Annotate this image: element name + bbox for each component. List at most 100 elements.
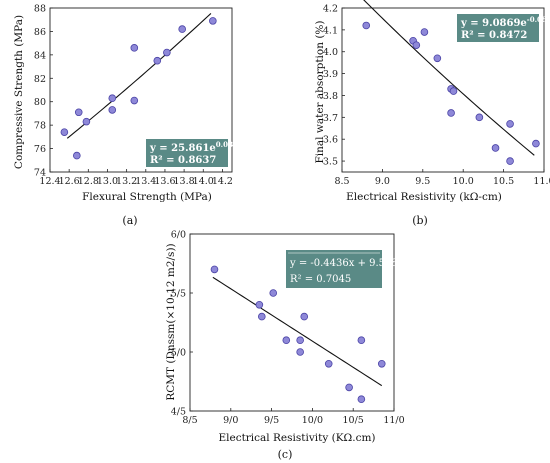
y-axis-label-b: Final water absorption (%) xyxy=(314,20,326,163)
chart-panel-a: 12.412.612.813.013.213.413.613.814.014.2… xyxy=(13,4,248,228)
x-tick-label: 14.0 xyxy=(193,176,214,187)
plot-frame-c xyxy=(189,233,395,412)
data-point xyxy=(345,383,353,392)
fit-equation-exp-b: -0.087x xyxy=(527,15,550,24)
data-point xyxy=(73,151,81,160)
x-tick-label: 13.6 xyxy=(154,176,175,187)
data-point xyxy=(296,348,304,356)
data-point xyxy=(108,94,117,102)
equation-box-b xyxy=(457,14,539,42)
x-tick-label: 12.4 xyxy=(39,176,60,187)
fit-line-b xyxy=(363,0,535,156)
y-tick-label: 6/0 xyxy=(171,230,186,241)
r-squared-c: R² = 0.7045 xyxy=(290,274,351,285)
data-point xyxy=(255,300,264,309)
x-tick-label: 13.8 xyxy=(174,176,195,187)
panel-label-b: (b) xyxy=(412,214,428,227)
x-tick-label: 9/5 xyxy=(264,415,279,426)
y-tick-label: 76 xyxy=(34,144,46,155)
data-point xyxy=(210,265,219,274)
y-tick-label: 3.5 xyxy=(323,157,338,168)
fit-equation-a: y = 25.861e0.0866x xyxy=(149,140,248,154)
data-point xyxy=(153,56,162,65)
y-tick-label: 84 xyxy=(34,50,46,61)
chart-panel-c: 8/5 9/0 9/5 10/0 10/5 11/0 4/5 5/0 5/5 6/0 Elect… xyxy=(165,230,405,462)
data-point xyxy=(491,144,500,152)
data-point xyxy=(258,312,266,321)
y-ticks-c: 4/5 5/0 5/5 6/0 xyxy=(171,230,193,418)
y-ticks-b: 3.5 3.6 3.7 3.8 3.9 4.0 4.1 4.2 xyxy=(323,4,345,168)
y-tick-label: 5/5 xyxy=(171,289,186,300)
y-tick-label: 80 xyxy=(34,97,46,108)
x-tick-label: 9.5 xyxy=(415,176,430,187)
x-tick-label: 10/5 xyxy=(343,415,364,426)
x-tick-label: 8/5 xyxy=(182,415,197,426)
data-point xyxy=(357,336,366,345)
fit-equation-b: y = 9.0869e-0.087x xyxy=(460,15,550,29)
equation-box-c xyxy=(286,250,382,288)
y-tick-label: 4/5 xyxy=(171,407,186,418)
x-axis-label-b: Electrical Resistivity (kΩ-cm) xyxy=(346,191,502,203)
data-point xyxy=(163,48,171,57)
panel-label-c: (c) xyxy=(278,448,293,461)
data-point xyxy=(433,54,442,63)
data-point xyxy=(532,139,540,148)
x-tick-label: 11.0 xyxy=(533,176,550,187)
x-tick-label: 9/0 xyxy=(223,415,238,426)
data-point xyxy=(74,108,83,117)
r-squared-b: R² = 0.8472 xyxy=(461,30,527,41)
data-point xyxy=(130,44,139,52)
y-axis-label-a: Compressive Strength (MPa) xyxy=(13,15,25,169)
plot-frame-b xyxy=(341,7,545,173)
x-tick-label: 13.4 xyxy=(135,176,156,187)
data-points-c xyxy=(210,265,386,404)
y-tick-label: 3.8 xyxy=(323,91,338,102)
data-point xyxy=(506,120,514,128)
x-ticks-c: 8/5 9/0 9/5 10/0 10/5 11/0 xyxy=(182,408,405,426)
data-point xyxy=(282,336,291,345)
fit-equation-text-a: y = 25.861e xyxy=(149,143,216,154)
x-tick-label: 10.5 xyxy=(493,176,514,187)
x-ticks-a: 12.412.612.813.013.213.413.613.814.014.2 xyxy=(39,169,233,187)
y-tick-label: 86 xyxy=(34,27,46,38)
data-point xyxy=(269,289,278,297)
y-tick-label: 74 xyxy=(34,168,46,179)
data-point xyxy=(447,109,455,117)
y-tick-label: 82 xyxy=(34,74,46,85)
y-axis-label-c: RCMT (Dnssm(×10-12 m2/s)) xyxy=(165,243,177,400)
plot-frame-a xyxy=(49,7,233,173)
y-tick-label: 78 xyxy=(34,121,46,132)
data-point xyxy=(296,336,304,345)
data-point xyxy=(506,157,514,165)
x-tick-label: 13.2 xyxy=(116,176,137,187)
data-point xyxy=(60,128,69,136)
data-point xyxy=(178,25,186,33)
fit-equation-exp-a: 0.0866x xyxy=(216,140,248,149)
data-point xyxy=(475,113,484,122)
x-ticks-b: 8.5 9.0 9.5 10.0 10.5 11.0 xyxy=(334,169,550,187)
x-tick-label: 9.0 xyxy=(375,176,390,187)
y-tick-label: 3.7 xyxy=(323,113,338,124)
x-tick-label: 13.0 xyxy=(97,176,118,187)
fit-equation-text-b: y = 9.0869e xyxy=(460,18,527,29)
y-tick-label: 4.0 xyxy=(323,47,338,58)
data-point xyxy=(420,28,429,36)
data-point xyxy=(300,312,309,321)
x-tick-label: 14.2 xyxy=(212,176,233,187)
r-squared-a: R² = 0.8637 xyxy=(150,155,216,166)
x-tick-label: 10/0 xyxy=(302,415,323,426)
equation-box-a xyxy=(146,139,228,167)
data-point xyxy=(108,106,117,114)
x-tick-label: 10.0 xyxy=(453,176,474,187)
panel-label-a: (a) xyxy=(122,214,137,227)
chart-panel-b: 8.5 9.0 9.5 10.0 10.5 11.0 3.5 3.6 3.7 3.8 3.9 4.0… xyxy=(314,0,550,227)
x-axis-label-a: Flexural Strength (MPa) xyxy=(82,191,212,203)
data-point xyxy=(324,359,333,368)
x-tick-label: 12.8 xyxy=(78,176,99,187)
data-point xyxy=(357,395,366,404)
data-point xyxy=(449,87,458,95)
data-point xyxy=(130,96,139,105)
data-points-a xyxy=(60,17,217,160)
data-point xyxy=(412,41,421,49)
